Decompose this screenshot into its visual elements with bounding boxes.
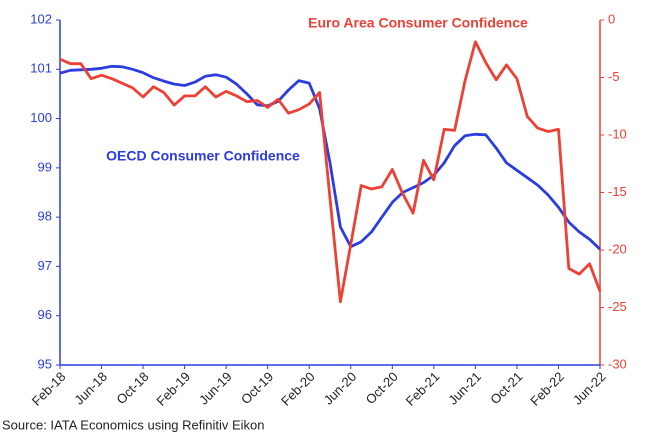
y2-tick-label: 0 — [608, 11, 615, 26]
x-tick-label: Jun-18 — [71, 369, 110, 408]
x-tick-label: Oct-19 — [238, 369, 276, 407]
y-tick-label: 102 — [30, 11, 52, 26]
x-tick-label: Jun-22 — [570, 369, 609, 408]
x-tick-label: Oct-18 — [113, 369, 151, 407]
series-line — [59, 40, 602, 304]
series-label: OECD Consumer Confidence — [106, 148, 300, 164]
source-note: Source: IATA Economics using Refinitiv E… — [2, 417, 265, 432]
y-tick-label: 101 — [30, 61, 52, 76]
x-tick-label: Feb-21 — [403, 369, 443, 409]
y2-tick-label: -5 — [608, 69, 620, 84]
x-tick-label: Feb-19 — [153, 369, 193, 409]
y-tick-label: 98 — [38, 209, 52, 224]
y-tick-label: 97 — [38, 258, 52, 273]
y2-tick-label: -30 — [608, 356, 627, 371]
series-label: Euro Area Consumer Confidence — [308, 15, 528, 31]
y2-tick-label: -25 — [608, 299, 627, 314]
series-line — [59, 64, 601, 251]
x-tick-label: Oct-21 — [487, 369, 525, 407]
x-tick-label: Jun-19 — [196, 369, 235, 408]
x-tick-label: Oct-20 — [363, 369, 401, 407]
y2-tick-label: -10 — [608, 126, 627, 141]
x-tick-label: Feb-20 — [278, 369, 318, 409]
y-tick-label: 99 — [38, 159, 52, 174]
y-tick-label: 96 — [38, 307, 52, 322]
x-tick-label: Feb-22 — [527, 369, 567, 409]
y-tick-label: 100 — [30, 110, 52, 125]
y-tick-label: 95 — [38, 356, 52, 371]
x-tick-label: Jun-20 — [321, 369, 360, 408]
x-tick-label: Jun-21 — [445, 369, 484, 408]
y2-tick-label: -20 — [608, 241, 627, 256]
x-tick-label: Feb-18 — [29, 369, 69, 409]
y2-tick-label: -15 — [608, 184, 627, 199]
